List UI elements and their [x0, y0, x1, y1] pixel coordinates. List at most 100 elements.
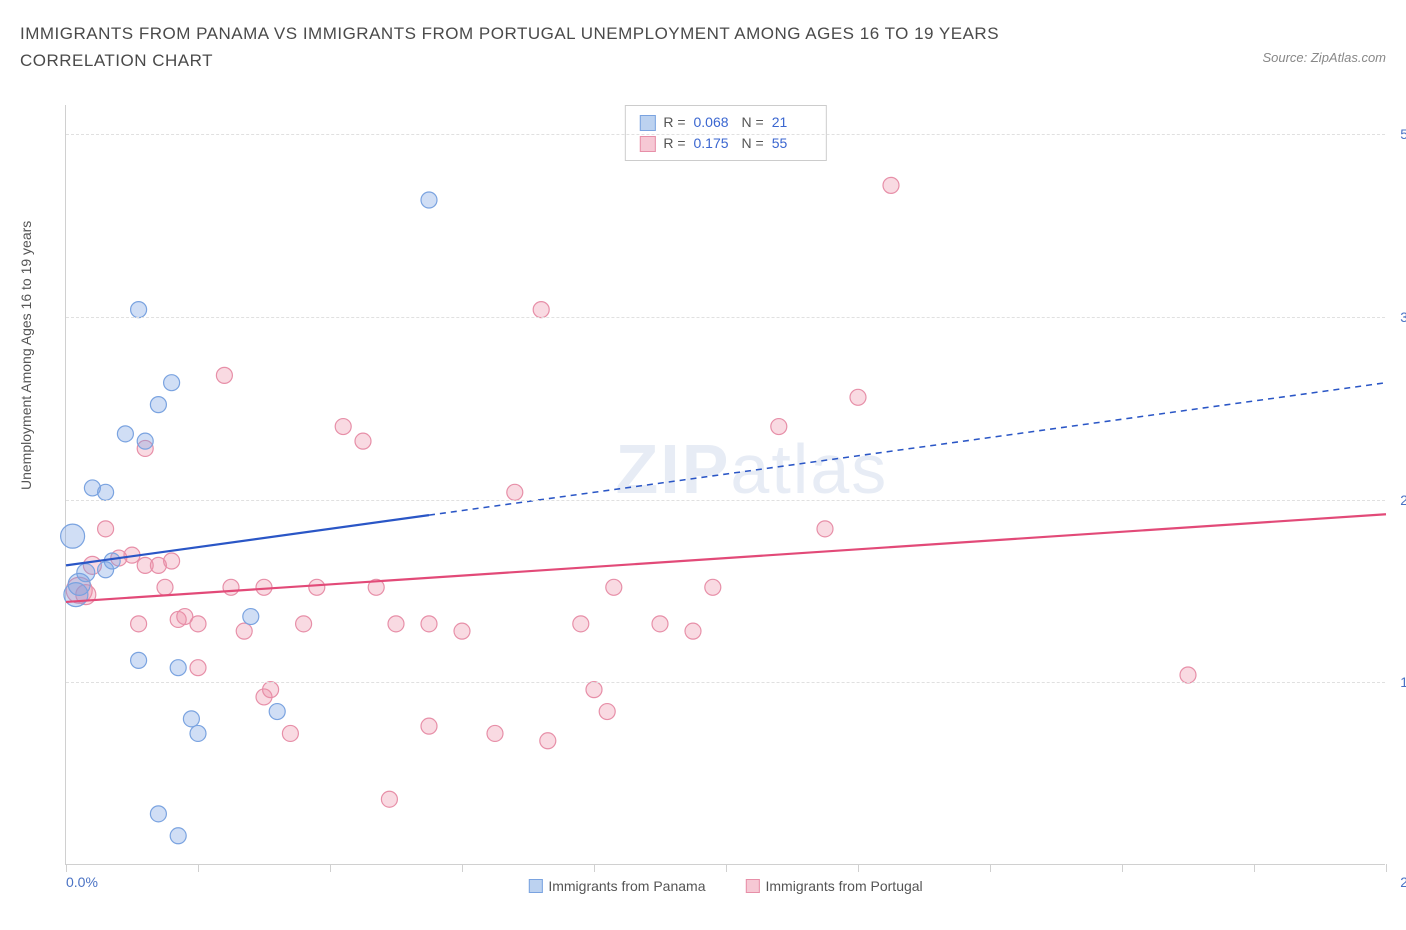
scatter-point-portugal: [507, 484, 523, 500]
scatter-point-portugal: [296, 616, 312, 632]
scatter-point-portugal: [263, 682, 279, 698]
scatter-point-panama: [77, 564, 95, 582]
scatter-point-panama: [421, 192, 437, 208]
legend-swatch-panama: [528, 879, 542, 893]
grid-line: [66, 500, 1385, 501]
portugal-n-value: 55: [772, 133, 812, 154]
scatter-point-panama: [117, 426, 133, 442]
panama-n-value: 21: [772, 112, 812, 133]
scatter-point-panama: [104, 553, 120, 569]
scatter-point-portugal: [355, 433, 371, 449]
legend-label-panama: Immigrants from Panama: [548, 878, 705, 894]
scatter-point-panama: [170, 828, 186, 844]
scatter-point-portugal: [487, 725, 503, 741]
scatter-plot-svg: [66, 105, 1385, 864]
legend-stats-box: R = 0.068 N = 21 R = 0.175 N = 55: [624, 105, 826, 161]
scatter-point-portugal: [599, 704, 615, 720]
scatter-point-portugal: [216, 367, 232, 383]
grid-line: [66, 134, 1385, 135]
y-tick-label: 50.0%: [1400, 126, 1406, 142]
x-tick: [726, 864, 727, 872]
trend-line-panama-dashed: [429, 383, 1386, 515]
scatter-point-portugal: [586, 682, 602, 698]
grid-line: [66, 317, 1385, 318]
scatter-point-panama: [137, 433, 153, 449]
scatter-point-portugal: [573, 616, 589, 632]
scatter-point-panama: [150, 806, 166, 822]
scatter-point-panama: [269, 704, 285, 720]
y-tick-label: 12.5%: [1400, 674, 1406, 690]
n-label: N =: [742, 133, 764, 154]
scatter-point-portugal: [190, 660, 206, 676]
scatter-point-panama: [170, 660, 186, 676]
scatter-point-portugal: [98, 521, 114, 537]
x-tick: [66, 864, 67, 872]
scatter-point-portugal: [157, 579, 173, 595]
chart-title: IMMIGRANTS FROM PANAMA VS IMMIGRANTS FRO…: [20, 20, 1120, 74]
scatter-point-portugal: [454, 623, 470, 639]
scatter-point-portugal: [223, 579, 239, 595]
scatter-point-portugal: [164, 553, 180, 569]
scatter-point-portugal: [652, 616, 668, 632]
x-tick: [330, 864, 331, 872]
x-tick: [1122, 864, 1123, 872]
scatter-point-portugal: [817, 521, 833, 537]
n-label: N =: [742, 112, 764, 133]
legend-swatch-panama: [639, 115, 655, 131]
x-min-label: 0.0%: [66, 874, 98, 890]
scatter-point-portugal: [381, 791, 397, 807]
scatter-point-portugal: [705, 579, 721, 595]
y-axis-label: Unemployment Among Ages 16 to 19 years: [18, 221, 34, 490]
scatter-point-panama: [98, 484, 114, 500]
correlation-chart: IMMIGRANTS FROM PANAMA VS IMMIGRANTS FRO…: [0, 0, 1406, 930]
legend-stats-row-portugal: R = 0.175 N = 55: [639, 133, 811, 154]
scatter-point-portugal: [190, 616, 206, 632]
panama-r-value: 0.068: [694, 112, 734, 133]
x-tick: [1254, 864, 1255, 872]
legend-stats-row-panama: R = 0.068 N = 21: [639, 112, 811, 133]
scatter-point-panama: [150, 397, 166, 413]
r-label: R =: [663, 133, 685, 154]
grid-line: [66, 682, 1385, 683]
scatter-point-portugal: [606, 579, 622, 595]
r-label: R =: [663, 112, 685, 133]
scatter-point-panama: [131, 302, 147, 318]
x-tick: [594, 864, 595, 872]
x-tick: [462, 864, 463, 872]
legend-swatch-portugal: [746, 879, 760, 893]
scatter-point-panama: [131, 652, 147, 668]
scatter-point-portugal: [282, 725, 298, 741]
plot-area: ZIPatlas R = 0.068 N = 21 R = 0.175 N = …: [65, 105, 1385, 865]
x-tick: [198, 864, 199, 872]
scatter-point-portugal: [850, 389, 866, 405]
y-tick-label: 25.0%: [1400, 492, 1406, 508]
portugal-r-value: 0.175: [694, 133, 734, 154]
x-max-label: 20.0%: [1400, 874, 1406, 890]
scatter-point-portugal: [883, 177, 899, 193]
legend-item-panama: Immigrants from Panama: [528, 878, 705, 894]
scatter-point-portugal: [685, 623, 701, 639]
y-tick-label: 37.5%: [1400, 309, 1406, 325]
trend-line-portugal: [66, 514, 1386, 602]
scatter-point-panama: [183, 711, 199, 727]
legend-swatch-portugal: [639, 136, 655, 152]
scatter-point-portugal: [421, 718, 437, 734]
scatter-point-panama: [190, 725, 206, 741]
scatter-point-portugal: [540, 733, 556, 749]
scatter-point-panama: [61, 524, 85, 548]
legend-series: Immigrants from Panama Immigrants from P…: [528, 878, 922, 894]
x-tick: [1386, 864, 1387, 872]
title-bar: IMMIGRANTS FROM PANAMA VS IMMIGRANTS FRO…: [0, 0, 1406, 74]
scatter-point-portugal: [335, 419, 351, 435]
scatter-point-portugal: [131, 616, 147, 632]
legend-item-portugal: Immigrants from Portugal: [746, 878, 923, 894]
scatter-point-panama: [243, 609, 259, 625]
scatter-point-portugal: [1180, 667, 1196, 683]
scatter-point-panama: [164, 375, 180, 391]
scatter-point-portugal: [771, 419, 787, 435]
scatter-point-portugal: [236, 623, 252, 639]
legend-label-portugal: Immigrants from Portugal: [766, 878, 923, 894]
x-tick: [858, 864, 859, 872]
x-tick: [990, 864, 991, 872]
scatter-point-portugal: [533, 302, 549, 318]
